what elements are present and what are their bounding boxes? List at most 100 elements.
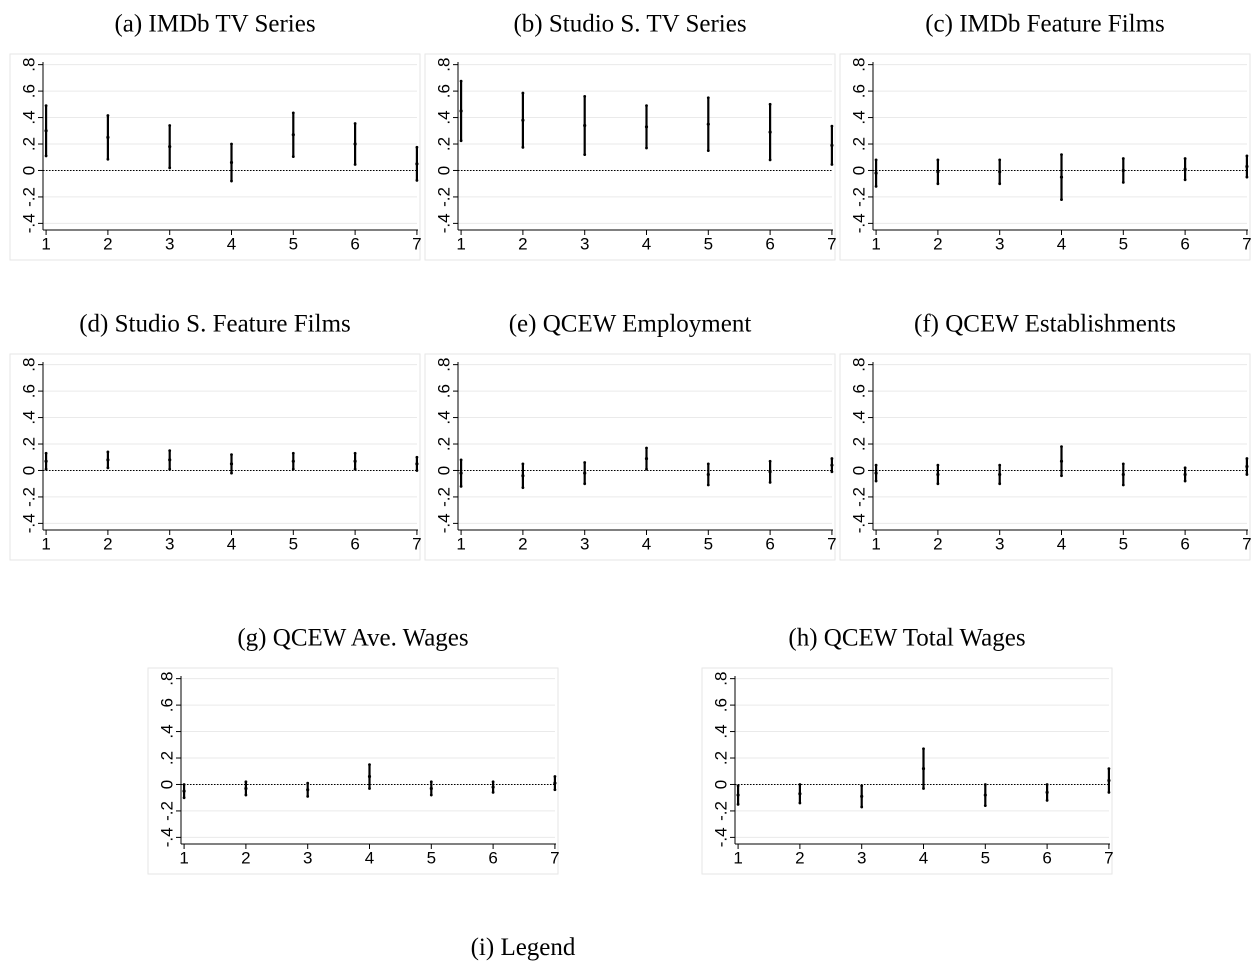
x-tick-label: 4 — [1057, 534, 1066, 553]
ci-cap — [521, 145, 525, 149]
point-estimate — [1183, 167, 1187, 171]
point-estimate — [706, 472, 710, 477]
point-estimate — [768, 470, 772, 474]
point-estimate — [644, 125, 649, 129]
ci-cap — [553, 775, 557, 778]
x-tick-label: 6 — [765, 534, 774, 553]
y-tick-label: .8 — [849, 358, 868, 372]
y-tick-label: .4 — [157, 724, 176, 738]
y-tick-label: -.2 — [19, 187, 38, 207]
point-estimate — [830, 463, 834, 467]
x-tick-label: 4 — [642, 234, 651, 253]
point-estimate — [1121, 472, 1125, 477]
ci-cap — [230, 453, 233, 456]
ci-cap — [1245, 457, 1249, 460]
ci-cap — [429, 793, 433, 797]
ci-cap — [706, 462, 710, 466]
point-estimate — [553, 781, 557, 785]
panel: (c) IMDb Feature Films -.4 -.2 0 .2 .4 .6 .8 1 2 3… — [839, 11, 1251, 261]
y-tick-label: 0 — [434, 466, 453, 475]
y-tick-label: -.2 — [711, 801, 730, 821]
y-tick-label: 0 — [849, 166, 868, 175]
y-tick-label: -.4 — [19, 513, 38, 533]
y-tick-label: -.4 — [849, 513, 868, 533]
ci-cap — [998, 158, 1002, 162]
ci-cap — [459, 484, 463, 488]
y-tick-label: .4 — [849, 110, 868, 124]
point-estimate — [353, 142, 357, 146]
y-tick-label: .4 — [19, 110, 38, 124]
x-tick-label: 2 — [103, 534, 112, 553]
ci-cap — [459, 139, 463, 143]
x-tick-label: 7 — [827, 234, 836, 253]
y-tick-label: -.4 — [19, 213, 38, 233]
point-estimate — [798, 792, 802, 796]
ci-cap — [1107, 791, 1111, 794]
y-tick-label: .8 — [157, 672, 176, 686]
ci-cap — [353, 467, 357, 471]
ci-cap — [830, 457, 834, 460]
y-tick-label: .6 — [849, 384, 868, 398]
ci-cap — [44, 104, 48, 108]
panel-title: (c) IMDb Feature Films — [925, 11, 1165, 38]
panel-frame — [9, 53, 421, 261]
y-tick-label: .6 — [711, 698, 730, 712]
y-tick-label: .2 — [849, 137, 868, 151]
point-estimate — [860, 794, 864, 798]
ci-cap — [106, 466, 110, 470]
x-tick-label: 1 — [871, 234, 880, 253]
ci-cap — [736, 802, 740, 806]
point-estimate — [1045, 790, 1049, 795]
ci-cap — [922, 787, 925, 790]
ci-cap — [459, 458, 463, 462]
ci-cap — [415, 455, 419, 459]
point-estimate — [583, 123, 587, 128]
panel-frame — [424, 353, 836, 561]
ci-cap — [1121, 483, 1125, 487]
ci-cap — [415, 145, 419, 149]
legend-caption: (i) Legend — [471, 934, 576, 961]
point-estimate — [106, 458, 110, 462]
y-tick-label: 0 — [19, 466, 38, 475]
point-estimate — [229, 160, 234, 165]
y-tick-label: -.4 — [157, 827, 176, 847]
y-tick-label: .2 — [849, 437, 868, 451]
ci-cap — [230, 471, 233, 475]
ci-cap — [1183, 479, 1187, 483]
y-tick-label: 0 — [157, 780, 176, 789]
point-estimate — [168, 145, 172, 149]
ci-cap — [368, 787, 371, 790]
point-estimate — [291, 459, 295, 463]
y-tick-label: -.2 — [19, 487, 38, 507]
ci-cap — [1060, 198, 1063, 201]
y-tick-label: .4 — [19, 410, 38, 424]
panel-title: (b) Studio S. TV Series — [513, 11, 746, 38]
x-tick-label: 5 — [289, 534, 298, 553]
ci-cap — [44, 451, 48, 455]
point-estimate — [874, 171, 878, 175]
point-estimate — [306, 788, 310, 792]
ci-cap — [860, 784, 864, 788]
y-tick-label: .2 — [157, 751, 176, 765]
x-tick-label: 3 — [995, 534, 1004, 553]
point-estimate — [106, 135, 110, 140]
panel-title: (d) Studio S. Feature Films — [79, 311, 351, 338]
ci-cap — [645, 146, 648, 150]
ci-cap — [645, 446, 648, 450]
point-estimate — [983, 793, 987, 797]
point-estimate — [521, 474, 525, 478]
ci-cap — [874, 184, 878, 188]
ci-cap — [706, 96, 710, 100]
point-estimate — [736, 793, 740, 797]
ci-cap — [491, 791, 495, 794]
ci-cap — [830, 163, 834, 166]
y-tick-label: -.4 — [434, 513, 453, 533]
ci-cap — [244, 793, 248, 797]
ci-cap — [874, 479, 878, 483]
y-tick-label: .4 — [434, 110, 453, 124]
point-estimate — [291, 133, 295, 137]
panel-title: (a) IMDb TV Series — [114, 11, 315, 38]
point-estimate — [415, 462, 419, 466]
x-tick-label: 5 — [704, 234, 713, 253]
